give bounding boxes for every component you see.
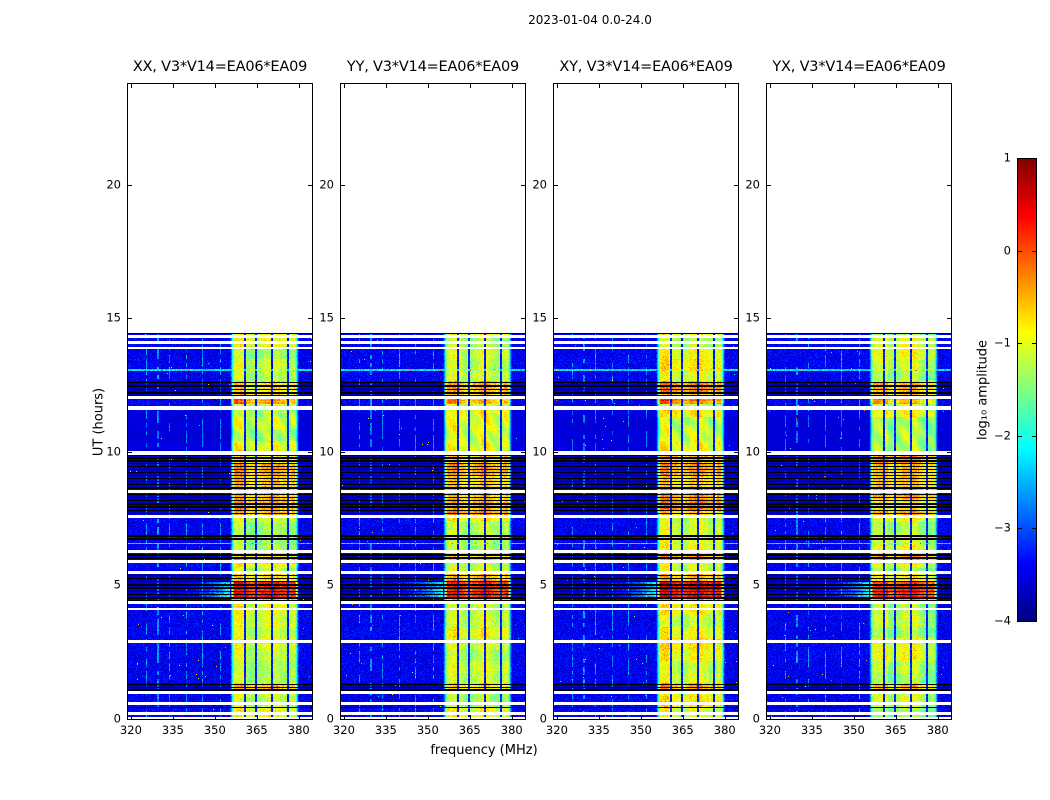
x-tick-label: 350 xyxy=(416,723,439,737)
x-tick-label: 380 xyxy=(287,723,310,737)
y-tick-label: 0 xyxy=(752,711,760,726)
x-tick-label: 335 xyxy=(374,723,397,737)
x-tick-label: 350 xyxy=(203,723,226,737)
spectrogram-panel-yy xyxy=(340,83,526,720)
x-tick-label: 320 xyxy=(332,723,355,737)
spectrogram-panel-xx xyxy=(127,83,313,720)
colorbar-tick-label: −1 xyxy=(994,335,1011,350)
panel-title-yx: YX, V3*V14=EA06*EA09 xyxy=(772,59,946,75)
spectrogram-panel-yx xyxy=(766,83,952,720)
y-tick-label: 15 xyxy=(745,310,760,325)
panel-title-xx: XX, V3*V14=EA06*EA09 xyxy=(132,59,308,75)
x-tick-label: 380 xyxy=(713,723,736,737)
y-tick-label: 10 xyxy=(532,444,547,459)
x-tick-label: 335 xyxy=(800,723,823,737)
y-tick-label: 5 xyxy=(113,577,121,592)
x-tick-label: 365 xyxy=(458,723,481,737)
y-tick-label: 15 xyxy=(319,310,334,325)
y-tick-label: 5 xyxy=(752,577,760,592)
x-tick-label: 365 xyxy=(884,723,907,737)
x-tick-label: 320 xyxy=(545,723,568,737)
panel-title-xy: XY, V3*V14=EA06*EA09 xyxy=(559,59,733,75)
y-tick-label: 10 xyxy=(106,444,121,459)
y-tick-label: 0 xyxy=(326,711,334,726)
y-tick-label: 10 xyxy=(319,444,334,459)
spectrogram-panel-xy xyxy=(553,83,739,720)
figure-title: 2023-01-04 0.0-24.0 xyxy=(528,13,652,27)
y-tick-label: 20 xyxy=(106,177,121,192)
x-tick-label: 320 xyxy=(119,723,142,737)
x-tick-label: 320 xyxy=(758,723,781,737)
x-axis-label: frequency (MHz) xyxy=(430,743,538,758)
y-tick-label: 20 xyxy=(745,177,760,192)
y-tick-label: 0 xyxy=(113,711,121,726)
x-tick-label: 335 xyxy=(587,723,610,737)
y-tick-label: 15 xyxy=(106,310,121,325)
colorbar-label: log₁₀ amplitude xyxy=(975,339,991,441)
panel-title-yy: YY, V3*V14=EA06*EA09 xyxy=(346,59,520,75)
y-tick-label: 5 xyxy=(326,577,334,592)
x-tick-label: 365 xyxy=(245,723,268,737)
y-tick-label: 10 xyxy=(745,444,760,459)
colorbar-tick-label: 0 xyxy=(1003,243,1011,258)
y-tick-label: 20 xyxy=(319,177,334,192)
x-tick-label: 350 xyxy=(629,723,652,737)
x-tick-label: 380 xyxy=(500,723,523,737)
colorbar-tick-label: 1 xyxy=(1003,150,1011,165)
colorbar-tick-label: −2 xyxy=(994,428,1011,443)
colorbar-tick-label: −3 xyxy=(994,520,1011,535)
y-tick-label: 5 xyxy=(539,577,547,592)
colorbar-tick-label: −4 xyxy=(994,613,1011,628)
x-tick-label: 350 xyxy=(842,723,865,737)
x-tick-label: 380 xyxy=(926,723,949,737)
y-tick-label: 20 xyxy=(532,177,547,192)
colorbar xyxy=(1017,158,1037,622)
y-tick-label: 0 xyxy=(539,711,547,726)
y-tick-label: 15 xyxy=(532,310,547,325)
x-tick-label: 335 xyxy=(161,723,184,737)
x-tick-label: 365 xyxy=(671,723,694,737)
